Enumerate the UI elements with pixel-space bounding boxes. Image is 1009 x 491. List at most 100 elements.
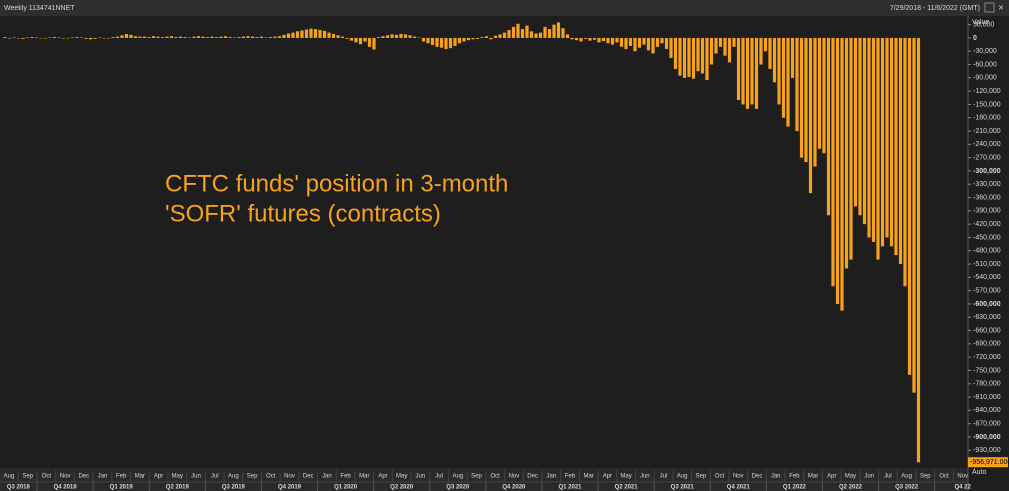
bar (367, 37, 372, 47)
bar (574, 37, 579, 41)
bar (813, 37, 817, 167)
axis-title: Value (972, 19, 989, 26)
bar (525, 25, 529, 38)
x-month-label: Jul (884, 474, 892, 480)
y-tick-label: -120,000 (973, 88, 1001, 95)
window-button[interactable] (984, 2, 995, 13)
bar (84, 37, 88, 39)
bar (565, 34, 570, 38)
bar (169, 36, 174, 38)
x-quarter-label: Q4 2020 (502, 485, 526, 491)
bar (709, 37, 714, 65)
bar (93, 37, 97, 39)
bar (750, 37, 754, 105)
bar (88, 37, 93, 40)
bar (282, 34, 286, 38)
x-month-label: Mar (359, 474, 369, 480)
bar (156, 36, 160, 38)
x-month-label: Mar (808, 474, 818, 480)
bar (840, 37, 844, 311)
x-quarter-label: Q2 2021 (615, 485, 639, 491)
x-month-label: Feb (565, 474, 576, 480)
bar (471, 37, 475, 40)
bar (232, 37, 237, 39)
bar (57, 37, 61, 39)
close-button[interactable]: ✕ (998, 5, 1004, 12)
bar (822, 37, 826, 154)
bar (138, 36, 142, 38)
bar (48, 37, 52, 39)
bar (151, 36, 156, 38)
x-quarter-label: Q3 2020 (446, 485, 470, 491)
bar (313, 29, 318, 38)
x-month-label: Aug (228, 474, 239, 480)
x-month-label: Apr (378, 474, 387, 480)
bar (304, 29, 309, 38)
x-month-label: Nov (284, 474, 295, 480)
bar (880, 37, 885, 247)
bar (178, 36, 183, 38)
bar (849, 37, 853, 260)
bar (147, 37, 151, 38)
axis-mode: Auto (972, 469, 987, 476)
bar (439, 37, 444, 48)
x-month-label: Feb (340, 474, 351, 480)
bar (516, 23, 520, 38)
y-tick-label: -330,000 (973, 181, 1001, 188)
bar (786, 37, 790, 127)
bar (403, 34, 408, 38)
bar (610, 37, 615, 45)
x-month-label: Sep (247, 474, 258, 480)
y-tick-label: -180,000 (973, 115, 1001, 122)
bar (583, 37, 588, 39)
x-month-label: Oct (939, 474, 949, 480)
bar (70, 37, 75, 39)
bar (300, 30, 304, 38)
bar (340, 36, 345, 38)
bar (412, 36, 417, 38)
x-quarter-label: Q4 2021 (727, 485, 751, 491)
bar (417, 37, 421, 39)
x-quarter-label: Q3 2018 (7, 485, 31, 491)
y-tick-label: -660,000 (973, 327, 1001, 334)
x-month-label: May (620, 474, 631, 480)
y-tick-label: -30,000 (973, 48, 997, 55)
y-tick-label: -210,000 (973, 128, 1001, 135)
x-quarter-label: Q4 22 (955, 485, 972, 491)
bar (732, 37, 736, 47)
y-tick-label: -420,000 (973, 221, 1001, 228)
bar (246, 36, 250, 38)
bar (124, 33, 129, 38)
bar (309, 28, 313, 38)
bar (327, 32, 331, 38)
bar (903, 37, 907, 287)
bar (579, 37, 583, 42)
bar (493, 35, 498, 38)
y-tick-label: -60,000 (973, 61, 997, 68)
bar (259, 36, 264, 38)
bar (763, 37, 768, 52)
bar (561, 28, 565, 38)
bar (133, 36, 138, 38)
bar (642, 37, 646, 45)
bar (466, 37, 471, 41)
bar (160, 37, 165, 38)
x-month-label: May (845, 474, 856, 480)
bar (480, 37, 484, 38)
bar (826, 37, 831, 216)
x-month-label: Dec (303, 474, 314, 480)
bar (475, 37, 480, 39)
x-quarter-label: Q3 2019 (222, 485, 246, 491)
bar (489, 37, 493, 40)
bar (507, 29, 511, 38)
bar (354, 37, 358, 43)
bar (772, 37, 777, 83)
bar (799, 37, 804, 158)
y-tick-label: -450,000 (973, 234, 1001, 241)
bar (322, 30, 327, 38)
bar (462, 37, 466, 42)
y-tick-label: -780,000 (973, 381, 1001, 388)
bar (853, 37, 858, 207)
bar (808, 37, 813, 194)
